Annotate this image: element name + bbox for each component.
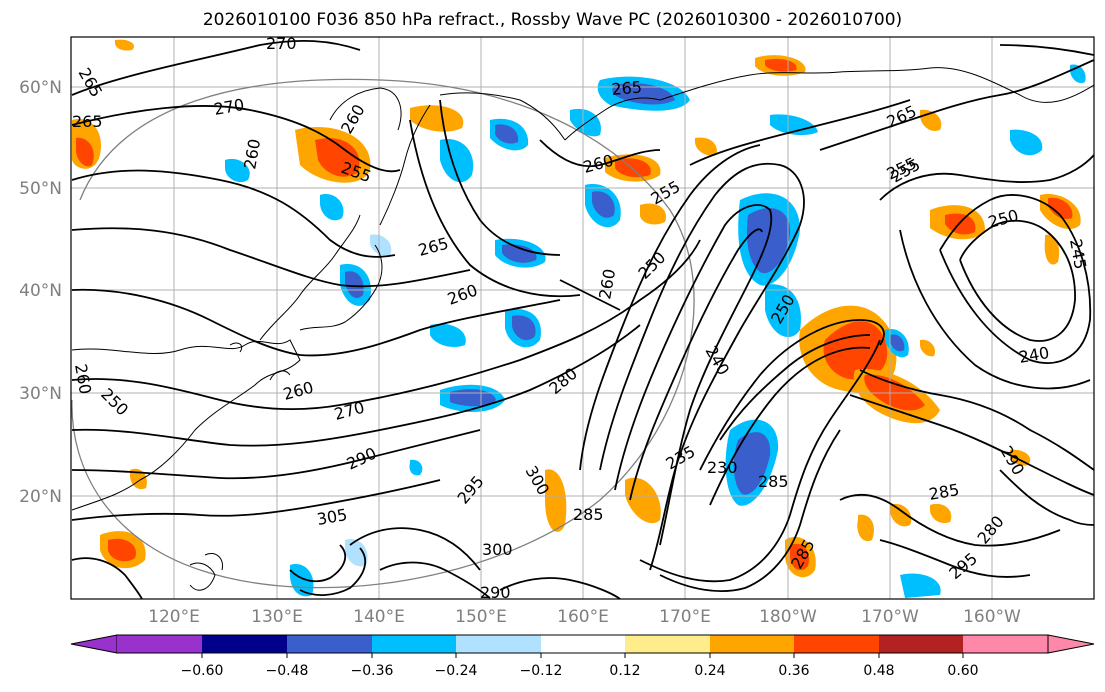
colorbar-segment (202, 635, 287, 653)
colorbar-tick-label: 0.36 (778, 663, 809, 679)
longitude-labels: 120°E 130°E 140°E 150°E 160°E 170°E 180°… (148, 607, 1021, 627)
lon-label: 180°W (759, 607, 817, 627)
colorbar-segment (710, 635, 794, 653)
contour-label: 265 (72, 112, 103, 131)
colorbar-segment (456, 635, 541, 653)
colorbar-segment (372, 635, 456, 653)
colorbar-segment (794, 635, 879, 653)
colorbar-tick-label: 0.60 (947, 663, 978, 679)
contour-label: 230 (707, 458, 738, 477)
colorbar-segment (541, 635, 625, 653)
colorbar-tick-label: −0.60 (181, 663, 224, 679)
graticule (71, 37, 1094, 599)
lon-label: 170°E (659, 607, 711, 627)
contour-lines (71, 39, 1094, 599)
colorbar-segment (287, 635, 372, 653)
colorbar-min-extend (70, 634, 118, 654)
coastlines (71, 67, 1094, 591)
colorbar-segment (963, 635, 1048, 653)
contour-label: 270 (266, 34, 297, 53)
contour-label: 265 (611, 77, 643, 99)
colorbar-tick-label: −0.12 (520, 663, 563, 679)
lon-label: 130°E (251, 607, 303, 627)
contour-label: 300 (482, 540, 513, 559)
lon-label: 160°W (963, 607, 1021, 627)
contour-label: 285 (758, 472, 789, 491)
map-frame (70, 36, 1095, 600)
lon-label: 120°E (148, 607, 200, 627)
colorbar-segment (879, 635, 963, 653)
lat-label: 30°N (19, 384, 62, 404)
colorbar-tick-label: 0.48 (863, 663, 894, 679)
latitude-labels: 20°N 30°N 40°N 50°N 60°N (19, 78, 62, 507)
colorbar-max-extend (1047, 634, 1095, 654)
lon-label: 170°W (861, 607, 919, 627)
lat-label: 20°N (19, 487, 62, 507)
lon-label: 140°E (353, 607, 405, 627)
colorbar-tick-label: −0.48 (266, 663, 309, 679)
colorbar-tick-label: −0.24 (435, 663, 478, 679)
contour-label: 290 (480, 583, 511, 602)
lat-label: 50°N (19, 179, 62, 199)
negative-anomaly-patches (225, 64, 1086, 598)
lat-label: 40°N (19, 281, 62, 301)
colorbar-segment (625, 635, 710, 653)
map-title: 2026010100 F036 850 hPa refract., Rossby… (202, 10, 903, 30)
colorbar-tick-label: 0.24 (694, 663, 725, 679)
contour-label: 285 (573, 505, 604, 524)
lon-label: 150°E (455, 607, 507, 627)
colorbar-tick-label: 0.12 (609, 663, 640, 679)
colorbar: −0.60 −0.48 −0.36 −0.24 −0.12 0.12 0.24 … (70, 634, 1095, 679)
colorbar-tick-label: −0.36 (351, 663, 394, 679)
lat-label: 60°N (19, 78, 62, 98)
colorbar-segment (117, 635, 202, 653)
lon-label: 160°E (557, 607, 609, 627)
range-ring (71, 78, 695, 589)
